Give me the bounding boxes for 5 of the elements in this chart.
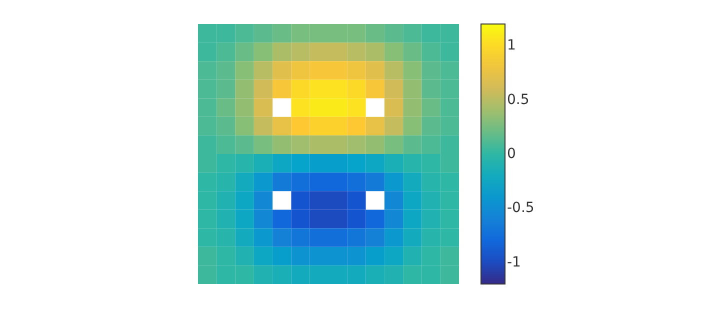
color-bar-label: -0.5	[507, 200, 534, 216]
color-bar-label: 0	[507, 146, 516, 162]
color-bar-label: 0.5	[507, 92, 530, 108]
color-bar-label: -1	[507, 254, 521, 270]
color-bar-label: 1	[507, 38, 516, 54]
